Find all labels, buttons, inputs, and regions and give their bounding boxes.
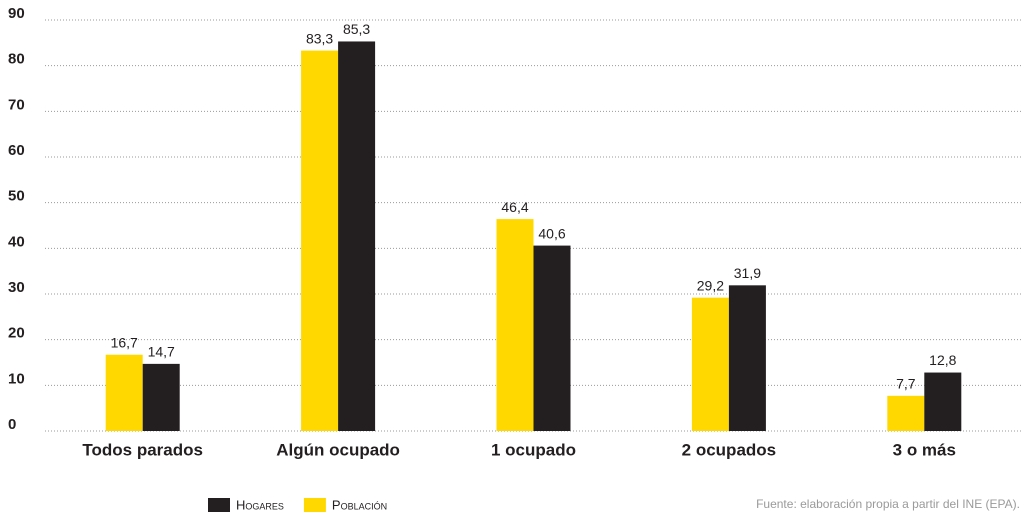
y-tick-label: 90 <box>8 5 25 22</box>
bar <box>691 297 729 431</box>
y-tick-label: 0 <box>8 416 16 433</box>
source-note: Fuente: elaboración propia a partir del … <box>756 497 1020 511</box>
bar <box>301 50 339 431</box>
value-label: 16,7 <box>111 334 138 350</box>
legend-label: Población <box>332 497 387 512</box>
legend-label: Hogares <box>236 497 284 512</box>
bar <box>496 219 534 431</box>
x-tick-label: 2 ocupados <box>682 440 776 459</box>
value-label: 12,8 <box>929 352 956 368</box>
value-label: 7,7 <box>896 376 916 392</box>
y-tick-label: 60 <box>8 142 25 159</box>
x-tick-label: Algún ocupado <box>276 440 400 459</box>
y-tick-label: 30 <box>8 279 25 296</box>
x-tick-label: 1 ocupado <box>491 440 576 459</box>
value-label: 85,3 <box>343 21 370 37</box>
legend-swatch <box>303 498 326 512</box>
value-label: 31,9 <box>734 265 761 281</box>
bar <box>728 285 766 431</box>
bar <box>105 354 143 431</box>
x-tick-label: Todos parados <box>82 440 203 459</box>
x-tick-label: 3 o más <box>893 440 956 459</box>
value-label: 14,7 <box>148 344 175 360</box>
y-tick-label: 10 <box>8 370 25 387</box>
value-label: 83,3 <box>306 30 333 46</box>
value-label: 40,6 <box>538 225 565 241</box>
value-label: 29,2 <box>697 277 724 293</box>
y-tick-label: 20 <box>8 325 25 342</box>
y-tick-label: 40 <box>8 233 25 250</box>
bar <box>887 395 925 431</box>
bar <box>533 245 571 431</box>
bar <box>338 41 376 432</box>
bar <box>924 372 962 431</box>
legend-swatch <box>208 498 230 512</box>
y-tick-label: 70 <box>8 96 25 113</box>
value-label: 46,4 <box>501 199 528 215</box>
y-tick-label: 80 <box>8 51 25 68</box>
bar <box>142 363 180 431</box>
y-tick-label: 50 <box>8 188 25 205</box>
